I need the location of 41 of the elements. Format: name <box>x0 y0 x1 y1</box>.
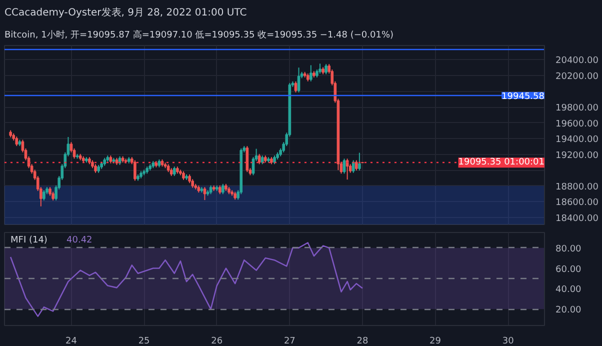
candlestick <box>309 64 312 82</box>
chart-title: MFI (14) <box>10 236 48 246</box>
candlestick <box>172 166 176 177</box>
x-tick-label: 25 <box>138 336 150 346</box>
candlestick <box>222 183 224 195</box>
y-tick-label: 19200.00 <box>556 150 599 161</box>
y-tick-label: 20400.00 <box>556 56 599 66</box>
y-tick-label: 19600.00 <box>556 119 599 130</box>
candlestick <box>352 160 355 174</box>
candlestick <box>355 160 358 171</box>
candlestick <box>297 67 300 93</box>
y-tick-label: 80.00 <box>556 244 582 254</box>
x-tick-label: 26 <box>211 336 223 346</box>
y-tick-label: 60.00 <box>556 264 582 275</box>
chart-title: CCacademy-Oyster发表, 9月 28, 2022 01:00 UTC <box>4 6 247 18</box>
x-tick-label: 30 <box>502 336 514 346</box>
ref-line-label: 19095.35 01:00:01 <box>458 158 545 168</box>
candlestick <box>294 80 298 93</box>
candlestick <box>318 63 322 74</box>
x-tick-label: 28 <box>356 336 368 346</box>
y-tick-label: 19800.00 <box>556 104 599 114</box>
candlestick <box>134 160 136 182</box>
y-tick-label: 18600.00 <box>556 198 599 208</box>
candlestick <box>15 136 18 147</box>
x-tick-label: 24 <box>66 336 78 346</box>
line-series <box>10 242 364 317</box>
candlestick <box>42 190 46 201</box>
y-tick-label: 40.00 <box>556 285 582 296</box>
candlestick <box>358 152 361 171</box>
candlestick <box>203 186 206 201</box>
candlestick <box>324 64 328 75</box>
chart-subtitle: Bitcoin, 1小时, 开=19095.87 高=19097.10 低=19095.35 收=19095.35 −1.48 (−0.01%) <box>4 30 394 40</box>
x-tick-label: 29 <box>430 336 442 346</box>
y-tick-label: 18800.00 <box>556 182 599 192</box>
y-tick-label: 20200.00 <box>556 72 599 82</box>
y-tick-label: 19400.00 <box>556 135 599 146</box>
chart-subtitle: 40.42 <box>66 236 92 246</box>
y-tick-label: 20.00 <box>556 306 582 316</box>
x-tick-label: 27 <box>284 336 296 346</box>
y-tick-label: 18400.00 <box>556 214 599 224</box>
candlestick <box>342 158 346 174</box>
